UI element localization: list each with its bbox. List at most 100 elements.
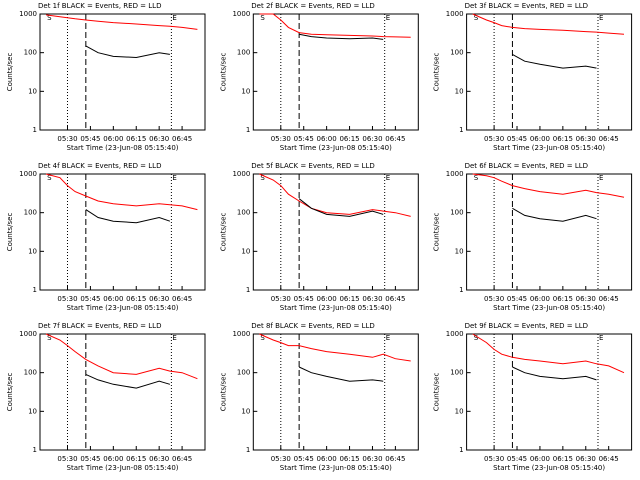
x-tick-label: 06:45 [385,295,405,303]
annotation: E [599,14,603,22]
y-tick-label: 1000 [446,170,464,178]
x-tick-label: 06:00 [317,295,337,303]
y-tick-label: 10 [241,407,250,415]
x-tick-label: 06:30 [576,295,596,303]
x-tick-label: 06:00 [530,455,550,463]
x-axis-label: Start Time (23-Jun-08 05:15:40) [67,304,179,312]
x-tick-label: 06:30 [362,455,382,463]
chart-title: Det 6f BLACK = Events, RED = LLD [465,162,588,170]
plot-frame [466,173,633,291]
series-line [512,53,597,69]
x-tick-label: 05:30 [271,135,291,143]
x-tick-label: 05:45 [80,295,100,303]
series-line [45,333,198,380]
annotation: S [260,14,265,22]
x-tick-label: 06:45 [385,455,405,463]
x-tick-label: 06:00 [103,135,123,143]
chart-title: Det 4f BLACK = Events, RED = LLD [38,162,161,170]
y-axis-label: Counts/sec [433,373,441,412]
x-axis-label: Start Time (23-Jun-08 05:15:40) [280,464,392,472]
x-axis-label: Start Time (23-Jun-08 05:15:40) [280,144,392,152]
y-tick-label: 1 [33,286,37,294]
annotation: E [386,14,390,22]
y-tick-label: 1000 [19,330,37,338]
y-tick-label: 100 [450,369,463,377]
plot-frame [252,13,419,131]
y-tick-label: 1 [246,126,250,134]
plot-frame [252,173,419,291]
x-tick-label: 06:45 [172,295,192,303]
x-tick-label: 06:15 [339,135,359,143]
annotation: S [47,174,52,182]
x-tick-label: 06:00 [317,135,337,143]
x-axis-label: Start Time (23-Jun-08 05:15:40) [493,304,605,312]
x-tick-label: 05:30 [484,455,504,463]
x-axis-label: Start Time (23-Jun-08 05:15:40) [493,144,605,152]
x-tick-label: 05:45 [507,455,527,463]
chart-title: Det 2f BLACK = Events, RED = LLD [251,2,374,10]
y-tick-label: 10 [28,247,37,255]
y-axis-label: Counts/sec [6,213,14,252]
x-tick-label: 06:30 [576,455,596,463]
series-line [472,333,625,374]
x-axis-label: Start Time (23-Jun-08 05:15:40) [67,144,179,152]
series-line [512,366,597,381]
x-tick-label: 05:45 [294,455,314,463]
annotation: E [172,334,176,342]
x-tick-label: 06:45 [172,455,192,463]
x-tick-label: 05:30 [57,135,77,143]
x-tick-label: 05:45 [80,135,100,143]
x-tick-label: 06:15 [553,295,573,303]
y-tick-label: 1 [246,286,250,294]
x-tick-label: 06:45 [599,295,619,303]
x-tick-label: 06:45 [599,455,619,463]
y-tick-label: 1000 [232,10,250,18]
y-tick-label: 100 [24,49,37,57]
y-tick-label: 10 [28,87,37,95]
y-tick-label: 1 [33,446,37,454]
x-tick-label: 06:45 [172,135,192,143]
plot-frame [39,173,206,291]
y-tick-label: 100 [450,49,463,57]
y-axis-label: Counts/sec [433,53,441,92]
plot-frame [39,333,206,451]
annotation: E [599,174,603,182]
x-tick-label: 05:30 [57,295,77,303]
y-tick-label: 10 [241,87,250,95]
x-tick-label: 05:30 [271,455,291,463]
series-line [85,209,171,224]
annotation: S [47,14,52,22]
annotation: E [172,174,176,182]
y-tick-label: 1000 [232,170,250,178]
y-tick-label: 1000 [19,10,37,18]
y-tick-label: 10 [455,87,464,95]
plot-frame [39,13,206,131]
series-line [85,45,170,59]
x-axis-label: Start Time (23-Jun-08 05:15:40) [67,464,179,472]
y-axis-label: Counts/sec [219,53,227,92]
x-tick-label: 06:15 [126,135,146,143]
series-line [46,14,198,30]
plot-frame [252,333,419,451]
x-tick-label: 05:45 [507,295,527,303]
x-tick-label: 05:45 [507,135,527,143]
chart-title: Det 3f BLACK = Events, RED = LLD [465,2,588,10]
series-line [472,173,625,198]
y-axis-label: Counts/sec [433,213,441,252]
chart-title: Det 5f BLACK = Events, RED = LLD [251,162,374,170]
y-tick-label: 1000 [446,10,464,18]
plot-frame [466,333,633,451]
x-tick-label: 06:15 [553,135,573,143]
y-tick-label: 10 [241,247,250,255]
x-tick-label: 06:00 [317,455,337,463]
chart-title: Det 9f BLACK = Events, RED = LLD [465,322,588,330]
x-tick-label: 05:30 [271,295,291,303]
y-axis-label: Counts/sec [6,373,14,412]
y-axis-label: Counts/sec [6,53,14,92]
x-tick-label: 06:30 [149,295,169,303]
chart-title: Det 7f BLACK = Events, RED = LLD [38,322,161,330]
x-tick-label: 06:45 [599,135,619,143]
x-tick-label: 06:15 [339,455,359,463]
series-line [45,173,198,211]
